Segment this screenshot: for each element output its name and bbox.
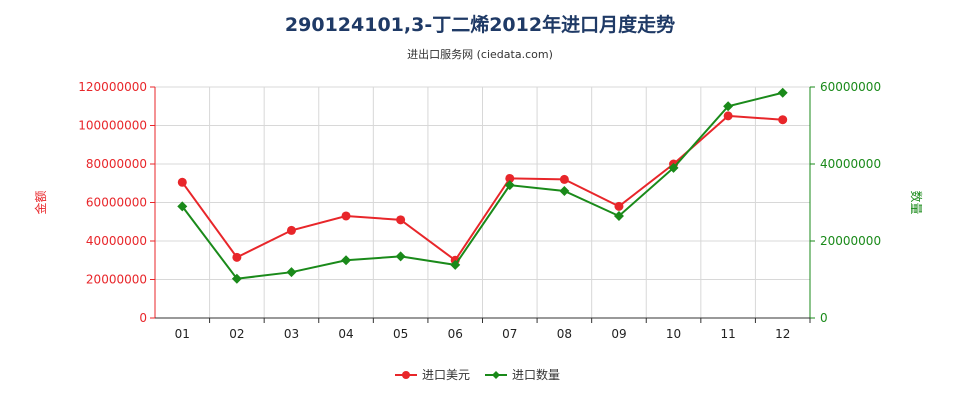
series-1-point [614, 201, 624, 211]
series-line-2 [181, 91, 783, 280]
series-2-point [723, 101, 734, 112]
series-2-point [613, 210, 624, 221]
series-2-point [231, 273, 242, 284]
x-axis-tick-label: 06 [448, 327, 463, 341]
x-axis-tick-label: 09 [611, 327, 626, 341]
right-axis-tick-label: 40000000 [820, 157, 881, 171]
x-axis-tick-label: 05 [393, 327, 408, 341]
x-axis-tick-label: 08 [557, 327, 572, 341]
series-line-1 [181, 114, 783, 262]
chart-subtitle: 进出口服务网 (ciedata.com) [407, 48, 553, 61]
left-axis-tick-label: 120000000 [78, 80, 147, 94]
series-1-point [341, 211, 351, 221]
series-2-point [395, 251, 406, 262]
left-axis-tick-label: 20000000 [86, 273, 147, 287]
series-1-point [232, 252, 242, 262]
series-2-point [177, 201, 188, 212]
left-axis-tick-label: 0 [139, 311, 147, 325]
right-axis-title: 数量 [909, 190, 924, 214]
series-2-point [668, 162, 679, 173]
series-1-point [778, 115, 788, 125]
left-axis-title: 金额 [33, 190, 48, 214]
series-2-point [286, 267, 297, 278]
x-axis-tick-label: 07 [502, 327, 517, 341]
series-2-point [341, 255, 352, 266]
right-axis-tick-label: 0 [820, 311, 828, 325]
legend-marker-2 [492, 371, 500, 379]
series-1-point [723, 111, 733, 121]
legend-marker-1 [402, 371, 410, 379]
x-axis-tick-label: 12 [775, 327, 790, 341]
x-axis-tick-label: 11 [720, 327, 735, 341]
series-2-point [777, 87, 788, 98]
series-1-point [177, 177, 187, 187]
x-axis-tick-label: 02 [229, 327, 244, 341]
left-axis-tick-label: 100000000 [78, 119, 147, 133]
left-axis-tick-label: 40000000 [86, 234, 147, 248]
x-axis-tick-label: 10 [666, 327, 681, 341]
series-1-point [505, 173, 515, 183]
x-axis-tick-label: 04 [338, 327, 353, 341]
left-axis-tick-label: 80000000 [86, 157, 147, 171]
series-1-point [396, 215, 406, 225]
series-1-point [559, 174, 569, 184]
series-1-point [286, 225, 296, 235]
series-2-point [450, 259, 461, 270]
right-axis-tick-label: 60000000 [820, 80, 881, 94]
right-axis-tick-label: 20000000 [820, 234, 881, 248]
series-2-point [559, 185, 570, 196]
x-axis-tick-label: 03 [284, 327, 299, 341]
x-axis-tick-label: 01 [175, 327, 190, 341]
series-2-point [504, 180, 515, 191]
legend-label-2: 进口数量 [512, 367, 560, 382]
legend-label-1: 进口美元 [422, 368, 470, 382]
chart-title: 290124101,3-丁二烯2012年进口月度走势 [284, 14, 676, 36]
left-axis-tick-label: 60000000 [86, 196, 147, 210]
